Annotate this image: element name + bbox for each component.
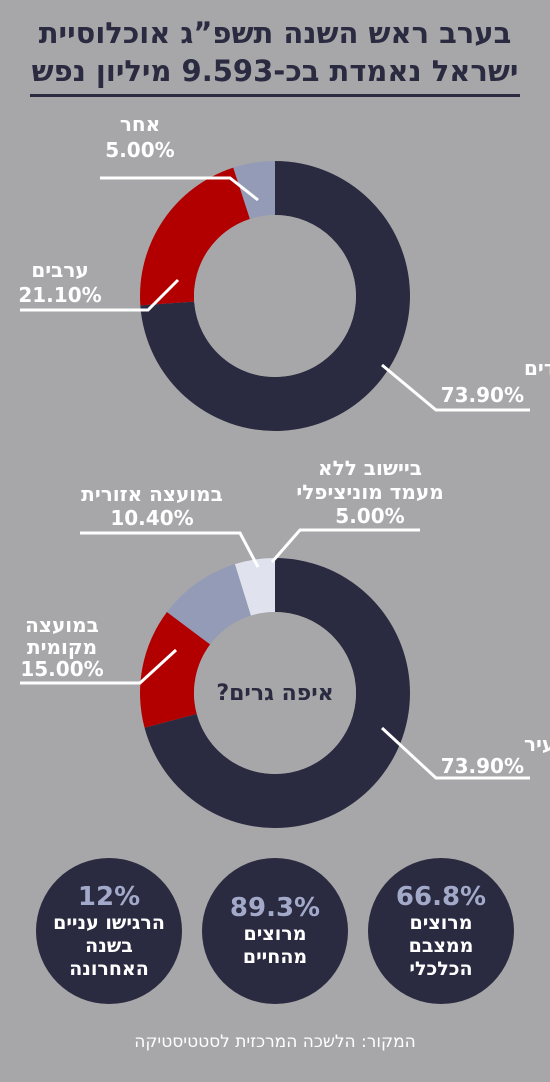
donut-slice-1-1 [139, 612, 211, 728]
title-divider [30, 94, 520, 97]
slice-value-no-municipal: 5.00% [335, 504, 404, 528]
slice-label-local-council-1: במועצה [25, 613, 99, 637]
slice-value-jews: 73.90% [441, 383, 524, 407]
stat-percent: 66.8% [395, 881, 487, 912]
donut-charts: יהודים 73.90% ערבים 21.10% אחר 5.00% איפ… [18, 112, 550, 828]
leader-line-other [100, 176, 259, 202]
donut-center-label: איפה גרים? [216, 681, 333, 706]
slice-value-other: 5.00% [105, 138, 174, 162]
source-note: המקור: הלשכה המרכזית לסטטיסטיקה [134, 1032, 416, 1052]
donut-slice-0-2 [233, 161, 275, 219]
slice-value-regional-council: 10.40% [110, 506, 193, 530]
slice-label-jews: יהודים [524, 356, 550, 380]
slice-label-arabs: ערבים [31, 258, 88, 282]
donut-slice-1-3 [234, 558, 275, 616]
donut-slice-1-0 [144, 558, 410, 828]
slice-value-arabs: 21.10% [18, 283, 101, 307]
donut-slice-0-0 [140, 161, 411, 431]
leader-line-arabs [20, 278, 180, 312]
title-line-1: בערב ראש השנה תשפ”ג אוכלוסיית [38, 16, 512, 50]
stat-circle-poverty: 12% הרגישו עניים בשנה האחרונה [36, 858, 182, 1004]
population-donut-chart: יהודים 73.90% ערבים 21.10% אחר 5.00% [18, 112, 550, 431]
slice-value-local-council: 15.00% [20, 657, 103, 681]
page-title: בערב ראש השנה תשפ”ג אוכלוסיית ישראל נאמד… [20, 14, 530, 90]
residence-donut-chart: איפה גרים? בעיר 73.90% במועצה מקומית 15.… [20, 456, 550, 828]
stat-percent: 12% [77, 881, 141, 912]
donut-hole-0 [194, 215, 356, 377]
slice-label-other: אחר [120, 112, 160, 136]
slice-label-no-municipal-2: מעמד מוניציפלי [296, 480, 443, 504]
title-line-2: ישראל נאמדת בכ-9.593 מיליון נפש [31, 54, 519, 88]
slice-label-regional-council: במועצה אזורית [81, 482, 223, 506]
slice-label-local-council-2: מקומית [27, 635, 97, 659]
stat-description: מרוצים ממצבם הכלכלי [408, 911, 474, 980]
leader-line-local-council [20, 648, 178, 685]
stat-description: מרוצים מהחיים [242, 923, 308, 968]
slice-label-city: בעיר [524, 732, 550, 756]
leader-line-city [380, 726, 530, 780]
leader-line-jews [381, 363, 530, 412]
stat-description: הרגישו עניים בשנה האחרונה [53, 911, 165, 980]
donut-slice-1-2 [166, 564, 251, 645]
stat-percent: 89.3% [229, 893, 321, 923]
leader-line-no-municipal [270, 528, 420, 563]
donut-slice-0-1 [140, 167, 250, 306]
stat-circle-economic: 66.8% מרוצים ממצבם הכלכלי [368, 858, 514, 1004]
slice-value-city: 73.90% [441, 754, 524, 778]
slice-label-no-municipal-1: ביישוב ללא [318, 456, 422, 480]
stat-circle-life: 89.3% מרוצים מהחיים [202, 858, 348, 1004]
leader-line-regional-council [80, 531, 260, 568]
donut-hole-1 [194, 612, 356, 774]
